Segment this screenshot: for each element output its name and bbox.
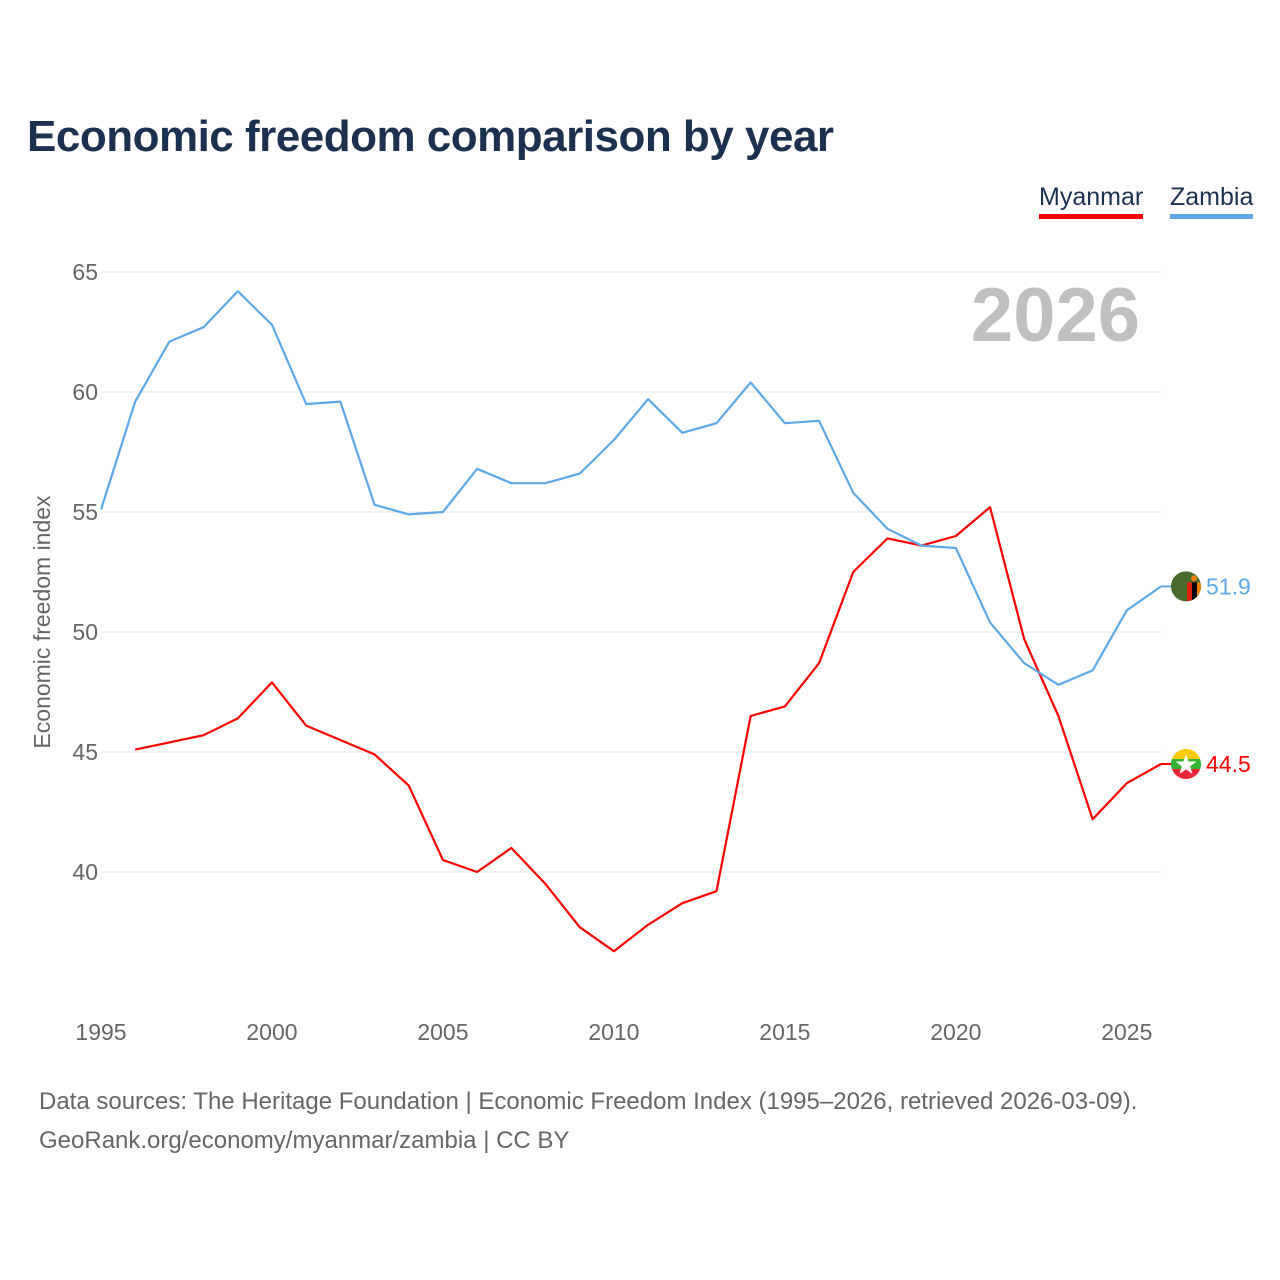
x-tick-label: 2000 (246, 1019, 297, 1045)
x-tick-label: 2015 (759, 1019, 810, 1045)
x-tick-label: 2010 (588, 1019, 639, 1045)
y-tick-label: 45 (72, 739, 98, 765)
flag-stripe-black (1192, 582, 1197, 602)
legend-zambia[interactable]: Zambia (1170, 183, 1254, 219)
y-tick-label: 65 (72, 259, 98, 285)
footer-credit: GeoRank.org/economy/myanmar/zambia | CC … (39, 1127, 570, 1154)
myanmar-flag-icon (1171, 749, 1201, 779)
flag-stripe-red (1187, 582, 1192, 602)
flag-body (1171, 749, 1201, 779)
flag-star (1175, 754, 1197, 774)
x-tick-label: 2005 (417, 1019, 468, 1045)
flag-stripe-red (1171, 769, 1201, 779)
x-tick-label: 1995 (75, 1019, 126, 1045)
y-tick-label: 60 (72, 379, 98, 405)
footer-sources: Data sources: The Heritage Foundation | … (39, 1088, 1138, 1115)
end-value-label: 44.5 (1206, 751, 1251, 777)
flag-body (1171, 571, 1201, 602)
flag-eagle (1191, 575, 1197, 582)
x-tick-label: 2020 (930, 1019, 981, 1045)
y-tick-label: 50 (72, 619, 98, 645)
series-line-myanmar (134, 506, 1162, 953)
x-tick-label: 2025 (1101, 1019, 1152, 1045)
chart-title: Economic freedom comparison by year (27, 112, 834, 161)
y-tick-label: 55 (72, 499, 98, 525)
legend-myanmar[interactable]: Myanmar (1039, 183, 1144, 219)
year-watermark: 2026 (971, 273, 1140, 358)
end-value-label: 51.9 (1206, 573, 1251, 599)
zambia-flag-icon (1171, 571, 1201, 602)
flag-stripe-orange (1197, 582, 1201, 602)
y-tick-label: 40 (72, 859, 98, 885)
series-line-zambia (99, 290, 1162, 686)
y-axis-label: Economic freedom index (29, 495, 55, 749)
